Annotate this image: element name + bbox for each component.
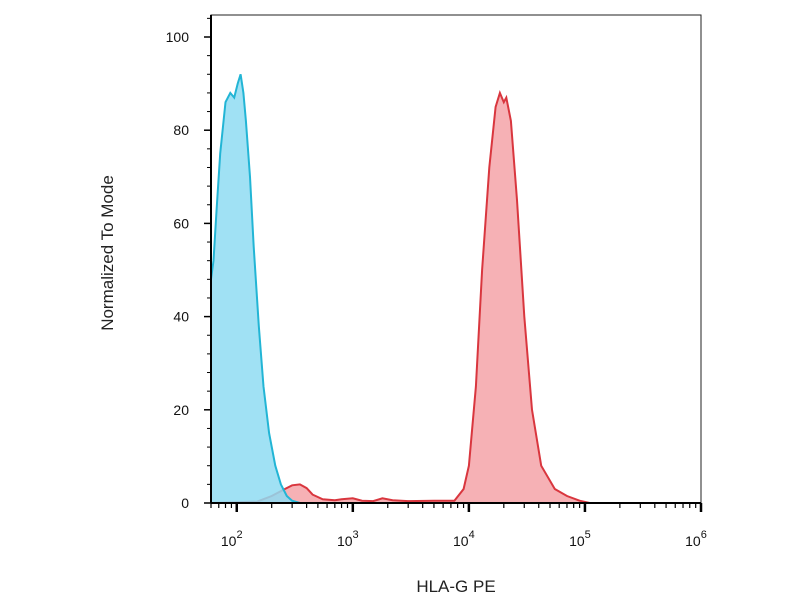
y-tick-label-100: 100 [166,29,190,45]
y-tick-label-20: 20 [173,402,189,418]
x-tick-label-4: 104 [453,529,475,549]
x-tick-label-2: 102 [221,529,243,549]
x-axis-label: HLA-G PE [416,577,495,596]
y-tick-label-60: 60 [173,215,189,231]
ticks-layer: 0 20 40 60 80 100 102 103 104 105 106 [166,17,707,549]
x-tick-label-3: 103 [337,529,359,549]
series-1-area [211,74,701,504]
series-layer [210,74,701,504]
series-0-line [210,89,701,504]
y-tick-label-0: 0 [181,495,189,511]
y-tick-label-40: 40 [173,309,189,325]
series-1-line [210,74,701,504]
x-tick-label-6: 106 [685,529,707,549]
y-tick-label-80: 80 [173,122,189,138]
x-tick-label-5: 105 [569,529,591,549]
plot-frame [210,14,702,504]
series-0-area [211,92,701,504]
y-axis-label: Normalized To Mode [98,175,117,331]
